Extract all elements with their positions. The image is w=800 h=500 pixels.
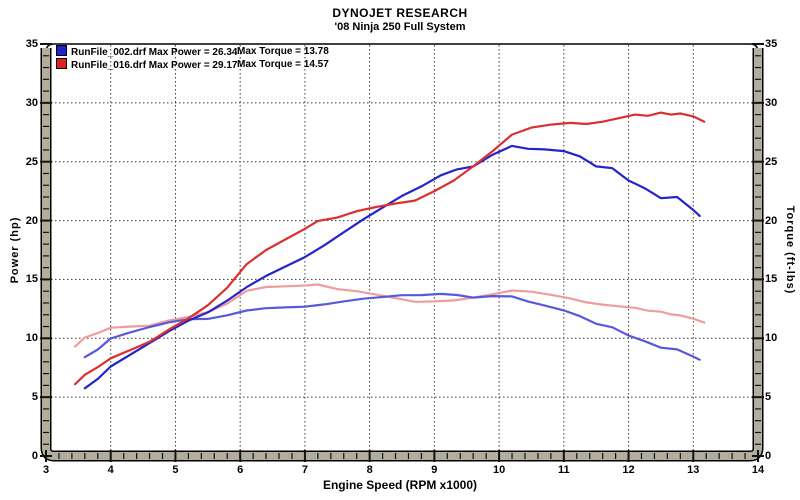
- x-tick-label: 9: [431, 464, 438, 476]
- axis-frame-band: [42, 48, 762, 460]
- run1-file-and-max-power: RunFile_002.drf Max Power = 26.34: [71, 47, 238, 58]
- power-tick-label: 35: [25, 38, 38, 50]
- chart-title: DYNOJET RESEARCH: [332, 6, 468, 20]
- power-tick-label: 5: [31, 391, 38, 404]
- run1-color-swatch: [56, 45, 67, 56]
- x-tick-label: 5: [172, 464, 179, 476]
- red-torque-curve: [73, 283, 706, 348]
- power-tick-label: 20: [25, 214, 38, 227]
- torque-tick-label: 25: [765, 155, 778, 168]
- power-tick-label: 0: [31, 450, 38, 462]
- curves-group: [73, 111, 706, 390]
- rpm-axis-title: Engine Speed (RPM x1000): [322, 478, 478, 492]
- torque-axis-title: Torque (ft-lbs): [784, 205, 796, 295]
- power-tick-label: 25: [25, 155, 38, 168]
- x-tick-label: 14: [751, 464, 765, 476]
- torque-tick-label: 20: [765, 214, 778, 227]
- torque-tick-label: 30: [765, 96, 778, 109]
- x-tick-label: 4: [107, 464, 114, 476]
- torque-tick-label: 35: [765, 38, 778, 50]
- x-tick-label: 10: [492, 464, 506, 476]
- run1-max-torque: Max Torque = 13.78: [237, 46, 329, 57]
- red-power-curve: [73, 111, 706, 386]
- x-tick-label: 13: [687, 464, 700, 476]
- power-axis-title: Power (hp): [9, 216, 21, 284]
- legend-row-run2: RunFile_016.drf Max Power = 29.17 Max To…: [56, 58, 329, 71]
- x-tick-label: 12: [622, 464, 635, 476]
- torque-tick-label: 5: [765, 391, 772, 404]
- run2-max-torque: Max Torque = 14.57: [237, 59, 329, 70]
- torque-tick-label: 0: [765, 450, 772, 462]
- x-tick-label: 8: [366, 464, 373, 476]
- chart-subtitle: '08 Ninja 250 Full System: [334, 21, 466, 33]
- torque-tick-label: 10: [765, 332, 778, 345]
- run2-color-swatch: [56, 58, 67, 69]
- x-tick-label: 11: [557, 464, 570, 476]
- power-tick-label: 10: [25, 332, 38, 345]
- power-tick-label: 30: [25, 96, 38, 109]
- legend-row-run1: RunFile_002.drf Max Power = 26.34 Max To…: [56, 45, 329, 58]
- plot-frame-outline: [45, 43, 759, 457]
- x-tick-label: 3: [42, 464, 50, 476]
- run2-file-and-max-power: RunFile_016.drf Max Power = 29.17: [71, 60, 238, 71]
- power-tick-label: 15: [25, 273, 38, 286]
- torque-tick-label: 15: [765, 273, 778, 286]
- x-tick-label: 7: [301, 464, 308, 476]
- axis-frame-edge: [40, 48, 764, 462]
- blue-power-curve: [83, 144, 701, 390]
- legend: RunFile_002.drf Max Power = 26.34 Max To…: [56, 45, 329, 71]
- x-tick-label: 6: [237, 464, 244, 476]
